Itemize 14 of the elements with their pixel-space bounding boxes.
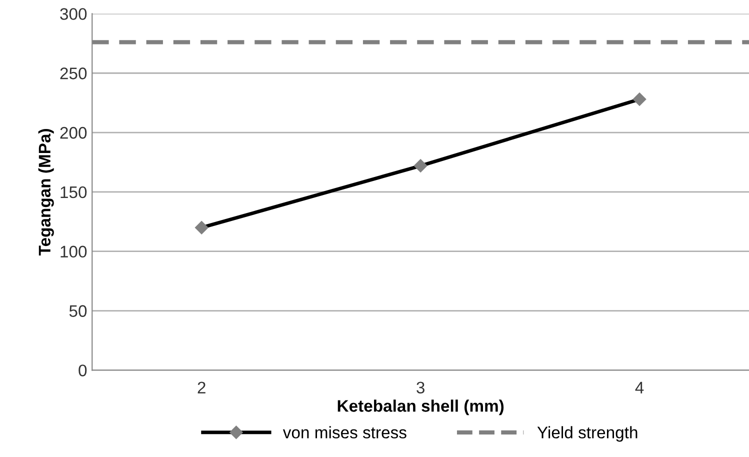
- y-tick-label: 100: [60, 246, 87, 258]
- x-tick-label: 2: [198, 382, 206, 394]
- x-axis-title: Ketebalan shell (mm): [338, 400, 504, 416]
- y-tick-label: 150: [60, 186, 87, 198]
- y-tick-label: 50: [69, 305, 87, 317]
- y-tick-label: 300: [60, 8, 87, 20]
- x-tick-label: 4: [635, 382, 644, 394]
- y-axis-title: Tegangan (MPa): [38, 129, 54, 256]
- y-tick-label: 200: [60, 126, 87, 139]
- legend-label: Yield strength: [537, 426, 638, 442]
- y-tick-label: 0: [78, 364, 87, 376]
- legend-label: von mises stress: [282, 426, 406, 438]
- x-tick-label: 3: [416, 382, 424, 394]
- y-tick-label: 250: [60, 68, 87, 80]
